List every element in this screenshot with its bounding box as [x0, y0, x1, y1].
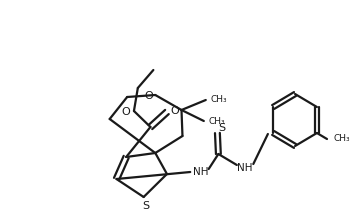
Text: S: S — [219, 123, 226, 133]
Text: O: O — [144, 91, 153, 101]
Text: CH₃: CH₃ — [210, 95, 227, 103]
Text: S: S — [142, 201, 149, 211]
Text: O: O — [170, 106, 179, 116]
Text: NH: NH — [237, 163, 252, 173]
Text: CH₃: CH₃ — [334, 134, 351, 143]
Text: O: O — [122, 107, 131, 117]
Text: CH₃: CH₃ — [209, 118, 225, 126]
Text: NH: NH — [193, 167, 209, 177]
